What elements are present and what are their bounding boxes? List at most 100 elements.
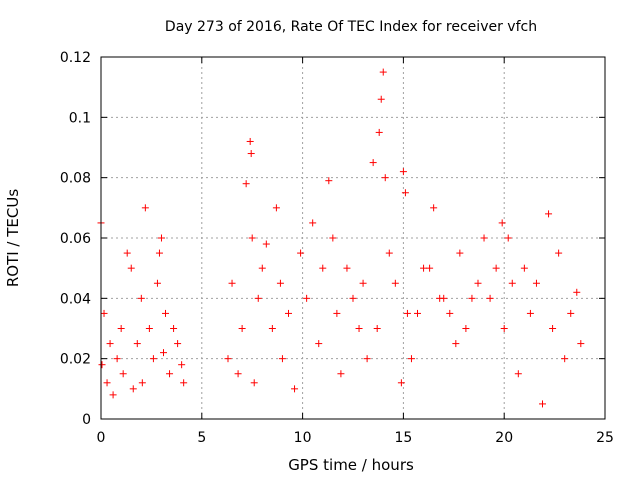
data-point [567,309,575,317]
data-point [573,288,581,296]
y-axis-label: ROTI / TECUs [4,189,22,287]
grid-lines [101,57,605,419]
x-tick-label: 5 [197,430,206,446]
axis-ticks: 0 5 10 15 20 25 0 0.02 0.04 0.06 0.08 0.1 0.12 [60,50,614,446]
data-point [381,174,389,182]
x-tick-label: 25 [596,430,614,446]
data-point [100,309,108,317]
data-point [117,325,125,332]
data-point [242,180,250,188]
data-point [297,249,305,257]
y-tick-label: 0.02 [60,352,91,368]
data-point [224,355,232,363]
data-point [329,234,337,242]
data-point [333,309,341,317]
data-point [545,210,553,218]
data-point [262,240,270,248]
data-point [407,355,415,363]
data-point [343,264,351,272]
data-point [268,325,276,332]
data-point [98,361,106,369]
data-point [363,355,371,363]
data-point [474,279,482,287]
data-point [166,370,174,378]
data-point [254,294,262,302]
data-point [379,68,387,76]
data-point [555,249,563,257]
data-point [446,309,454,317]
data-point [113,355,121,363]
data-points [97,68,585,408]
data-point [127,264,135,272]
data-point [526,309,534,317]
data-point [375,128,383,136]
x-tick-label: 0 [97,430,106,446]
y-tick-label: 0.08 [60,171,91,187]
data-point [133,340,141,348]
data-point [180,379,188,387]
data-point [247,150,255,158]
data-point [440,294,448,302]
data-point [577,340,585,348]
data-point [106,340,114,348]
data-point [385,249,393,257]
data-point [520,264,528,272]
data-point [462,325,470,332]
data-point [303,294,311,302]
data-point [272,204,280,212]
data-point [426,264,434,272]
data-point [258,264,266,272]
data-point [403,309,411,317]
data-point [238,325,246,332]
chart-title: Day 273 of 2016, Rate Of TEC Index for r… [165,19,537,35]
data-point [492,264,500,272]
y-tick-label: 0.12 [60,50,91,66]
data-point [414,309,422,317]
data-point [138,379,146,387]
data-point [309,219,317,227]
data-point [401,189,409,197]
y-tick-label: 0.06 [60,231,91,247]
data-point [468,294,476,302]
data-point [119,370,127,378]
data-point [276,279,284,287]
data-point [162,309,170,317]
data-point [452,340,460,348]
x-tick-label: 20 [495,430,513,446]
data-point [145,325,153,332]
x-tick-label: 15 [394,430,412,446]
x-axis-label: GPS time / hours [288,456,414,474]
data-point [153,279,161,287]
data-point [420,264,428,272]
data-point [399,168,407,176]
data-point [123,249,131,257]
x-tick-label: 10 [294,430,312,446]
data-point [498,219,506,227]
data-point [137,294,145,302]
data-point [155,249,163,257]
data-point [337,370,345,378]
data-point [480,234,488,242]
data-point [561,355,569,363]
data-point [174,340,182,348]
data-point [291,385,299,393]
data-point [504,234,512,242]
data-point [514,370,522,378]
data-point [234,370,242,378]
data-point [284,309,292,317]
data-point [315,340,323,348]
data-point [170,325,178,332]
data-point [539,400,547,408]
data-point [369,159,377,167]
data-point [508,279,516,287]
data-point [391,279,399,287]
y-tick-label: 0.04 [60,291,91,307]
data-point [319,264,327,272]
data-point [373,325,381,332]
data-point [325,177,333,185]
data-point [486,294,494,302]
data-point [456,249,464,257]
data-point [250,379,258,387]
data-point [109,391,117,399]
data-point [500,325,508,332]
